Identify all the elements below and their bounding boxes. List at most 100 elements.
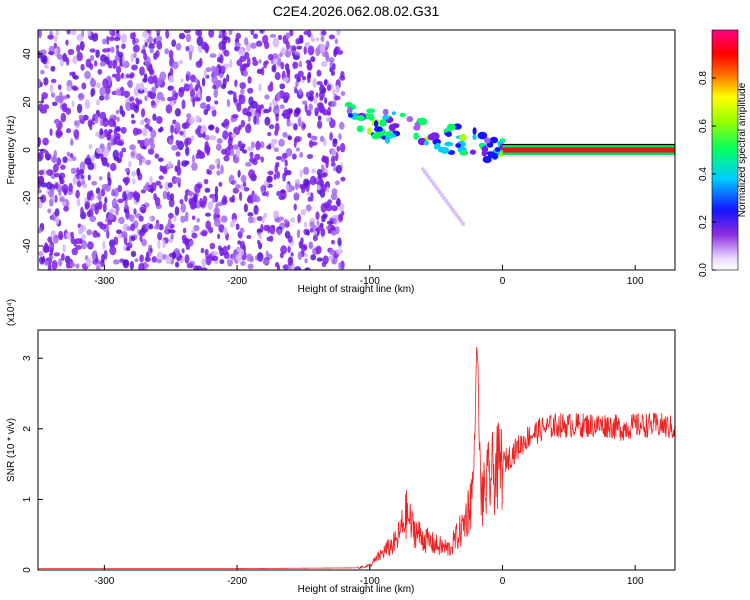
heatmap-speckle bbox=[251, 190, 255, 196]
heatmap-speckle bbox=[82, 183, 88, 189]
heatmap-speckle bbox=[338, 133, 342, 141]
heatmap-speckle bbox=[335, 84, 340, 94]
heatmap-speckle bbox=[264, 94, 270, 100]
heatmap-speckle bbox=[231, 219, 237, 224]
heatmap-speckle bbox=[330, 100, 337, 108]
heatmap-speckle bbox=[204, 187, 211, 193]
heatmap-speckle bbox=[94, 60, 98, 67]
heatmap-speckle bbox=[260, 156, 264, 163]
heatmap-speckle bbox=[170, 124, 175, 134]
heatmap-speckle bbox=[162, 190, 168, 200]
heatmap-blob bbox=[399, 112, 406, 118]
heatmap-speckle bbox=[315, 47, 321, 57]
heatmap-speckle bbox=[200, 247, 205, 254]
heatmap-speckle bbox=[207, 169, 212, 175]
heatmap-speckle bbox=[49, 198, 54, 207]
heatmap-speckle bbox=[215, 203, 219, 213]
heatmap-speckle bbox=[245, 124, 252, 134]
heatmap-speckle bbox=[307, 71, 312, 79]
x-tick-label: -200 bbox=[227, 576, 247, 587]
heatmap-speckle bbox=[51, 101, 58, 107]
heatmap-speckle bbox=[187, 44, 195, 55]
heatmap-speckle bbox=[79, 161, 86, 171]
heatmap-speckle bbox=[309, 90, 315, 96]
heatmap-speckle bbox=[126, 73, 130, 79]
heatmap-speckle bbox=[71, 100, 75, 108]
heatmap-speckle bbox=[238, 124, 242, 131]
heatmap-speckle bbox=[117, 185, 123, 193]
heatmap-speckle bbox=[115, 109, 120, 115]
heatmap-speckle bbox=[81, 233, 86, 241]
heatmap-speckle bbox=[175, 124, 181, 133]
heatmap-speckle bbox=[145, 118, 151, 125]
heatmap-speckle bbox=[309, 93, 314, 102]
heatmap-speckle bbox=[54, 35, 58, 43]
heatmap-speckle bbox=[46, 169, 53, 176]
heatmap-speckle bbox=[326, 186, 330, 193]
heatmap-speckle bbox=[165, 254, 172, 265]
heatmap-speckle bbox=[314, 107, 320, 115]
heatmap-speckle bbox=[171, 144, 179, 151]
heatmap-speckle bbox=[175, 261, 180, 268]
heatmap-speckle bbox=[238, 47, 245, 56]
heatmap-speckle bbox=[172, 90, 176, 95]
heatmap-speckle bbox=[309, 227, 314, 233]
heatmap-speckle bbox=[211, 251, 219, 256]
heatmap-tail bbox=[446, 201, 451, 206]
heatmap-speckle bbox=[247, 76, 252, 84]
heatmap-speckle bbox=[75, 263, 80, 269]
heatmap-speckle bbox=[197, 184, 203, 189]
heatmap-speckle bbox=[191, 162, 198, 171]
heatmap-speckle bbox=[195, 128, 201, 135]
heatmap-blob bbox=[455, 143, 461, 148]
heatmap-speckle bbox=[115, 72, 121, 82]
heatmap-speckle bbox=[54, 47, 58, 57]
x-tick-label: -300 bbox=[94, 576, 114, 587]
heatmap-speckle bbox=[235, 32, 241, 40]
heatmap-speckle bbox=[293, 192, 299, 201]
heatmap-speckle bbox=[121, 43, 126, 50]
heatmap-speckle bbox=[304, 267, 311, 270]
heatmap-speckle bbox=[310, 37, 316, 42]
heatmap-speckle bbox=[294, 179, 301, 184]
heatmap-speckle bbox=[84, 70, 91, 80]
heatmap-speckle bbox=[210, 105, 216, 111]
heatmap-speckle bbox=[336, 249, 343, 255]
heatmap-speckle bbox=[340, 210, 345, 216]
heatmap-speckle bbox=[122, 191, 127, 201]
heatmap-speckle bbox=[186, 113, 192, 119]
heatmap-tail bbox=[440, 193, 444, 198]
heatmap-speckle bbox=[339, 121, 345, 130]
heatmap-speckle bbox=[311, 168, 317, 174]
heatmap-speckle bbox=[122, 259, 130, 269]
heatmap-speckle bbox=[180, 215, 186, 223]
heatmap-speckle bbox=[316, 37, 320, 42]
heatmap-speckle bbox=[337, 237, 342, 247]
heatmap-speckle bbox=[315, 211, 320, 221]
heatmap-speckle bbox=[322, 172, 328, 178]
heatmap-speckle bbox=[212, 194, 216, 204]
heatmap-speckle bbox=[48, 190, 55, 198]
heatmap-speckle bbox=[232, 144, 239, 150]
heatmap-speckle bbox=[155, 180, 162, 186]
heatmap-speckle bbox=[51, 156, 58, 163]
heatmap-speckle bbox=[80, 63, 85, 71]
snr-series-line bbox=[38, 346, 675, 570]
heatmap-speckle bbox=[297, 116, 302, 127]
heatmap-speckle bbox=[285, 40, 290, 50]
heatmap-blob bbox=[355, 115, 365, 121]
heatmap-speckle bbox=[100, 188, 106, 197]
colorbar-tick-label: 0.0 bbox=[698, 263, 709, 277]
heatmap-speckle bbox=[194, 78, 199, 84]
heatmap-speckle bbox=[243, 187, 250, 192]
heatmap-speckle bbox=[235, 253, 243, 262]
heatmap-blob bbox=[447, 150, 456, 155]
heatmap-speckle bbox=[170, 233, 174, 240]
heatmap-speckle bbox=[113, 36, 121, 42]
colorbar: 0.0 0.2 0.4 0.6 0.8 Normalized spectral ampl… bbox=[698, 29, 748, 277]
heatmap-speckle bbox=[332, 217, 337, 225]
heatmap-speckle bbox=[215, 126, 220, 134]
heatmap-speckle bbox=[84, 99, 91, 110]
heatmap-speckle bbox=[47, 34, 54, 40]
